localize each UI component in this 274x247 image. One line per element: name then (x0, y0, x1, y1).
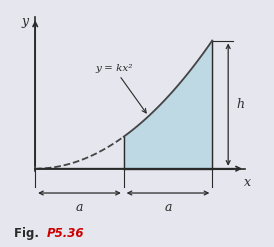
Text: a: a (164, 201, 172, 214)
Text: x: x (244, 176, 251, 189)
Text: P5.36: P5.36 (47, 226, 84, 240)
Text: y: y (21, 15, 28, 28)
Text: h: h (236, 98, 244, 111)
Text: Fig.: Fig. (14, 226, 43, 240)
Text: y = kx²: y = kx² (95, 63, 146, 113)
Text: a: a (76, 201, 83, 214)
